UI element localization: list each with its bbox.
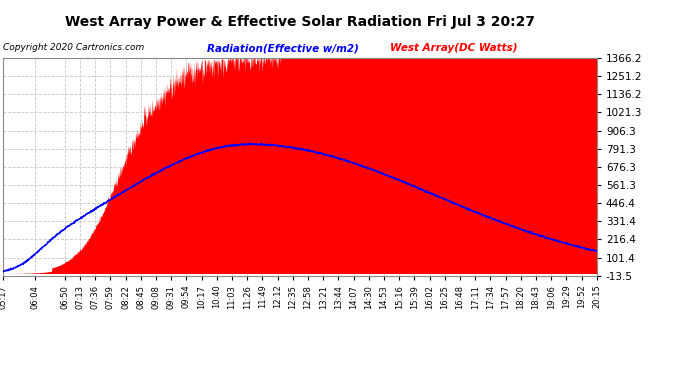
Text: West Array Power & Effective Solar Radiation Fri Jul 3 20:27: West Array Power & Effective Solar Radia…	[65, 15, 535, 29]
Text: West Array(DC Watts): West Array(DC Watts)	[390, 43, 518, 53]
Text: Radiation(Effective w/m2): Radiation(Effective w/m2)	[207, 43, 359, 53]
Text: Copyright 2020 Cartronics.com: Copyright 2020 Cartronics.com	[3, 43, 145, 52]
